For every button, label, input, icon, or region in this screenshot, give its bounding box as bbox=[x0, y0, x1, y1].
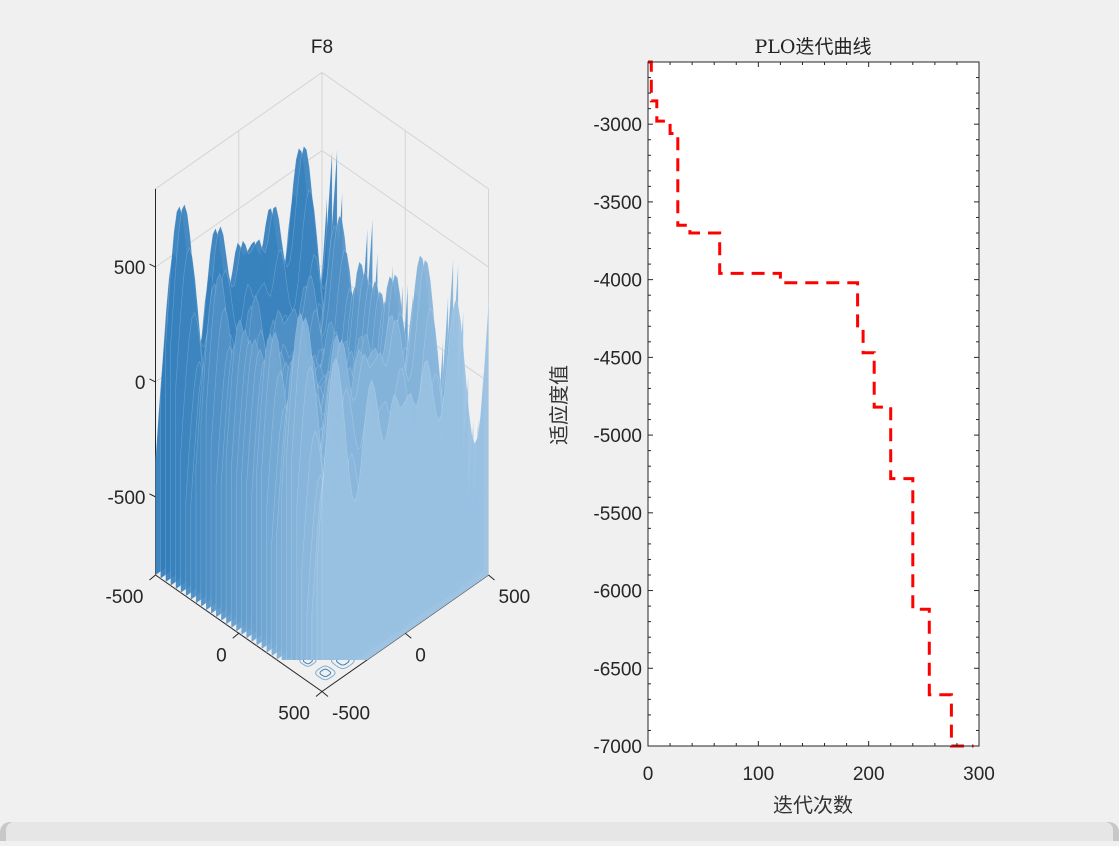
z-tick-mark bbox=[149, 493, 156, 498]
x-tick-label: 300 bbox=[963, 764, 995, 785]
x-tick-mark bbox=[315, 691, 323, 697]
surface-title: F8 bbox=[311, 37, 333, 58]
x-tick-label: -500 bbox=[105, 587, 143, 608]
y-tick-mark bbox=[488, 574, 495, 581]
x-axis-label: 迭代次数 bbox=[773, 793, 853, 817]
x-tick-label: 0 bbox=[643, 764, 654, 785]
y-axis-label: 适应度值 bbox=[547, 365, 571, 445]
x-tick-label: 100 bbox=[742, 764, 774, 785]
x-tick-label: 200 bbox=[853, 764, 885, 785]
grid-line bbox=[321, 150, 489, 268]
surface-axes: 500 0 -500 -500 0 500 -500 0 500 F8 bbox=[105, 37, 530, 725]
y-tick-label: -500 bbox=[332, 704, 370, 725]
z-tick-label: 500 bbox=[114, 258, 146, 279]
y-tick-label: -7000 bbox=[593, 737, 642, 758]
y-tick-label: -4500 bbox=[593, 348, 642, 369]
y-tick-mark bbox=[404, 632, 412, 639]
axis-ticks-3d: 500 0 -500 -500 0 500 -500 0 500 bbox=[105, 258, 530, 724]
y-tick-label: -5000 bbox=[593, 426, 642, 447]
contour-line bbox=[315, 665, 336, 681]
surface-ridge bbox=[321, 299, 489, 660]
x-tick-label: 500 bbox=[278, 704, 310, 725]
axes-frame: -3000 -3500 -4000 -4500 -5000 -5500 -6000 -6500… bbox=[593, 61, 995, 785]
y-tick-label: -5500 bbox=[593, 504, 642, 525]
contour-line bbox=[319, 668, 332, 678]
surface-plot bbox=[155, 145, 489, 660]
y-tick-mark bbox=[321, 691, 329, 697]
z-tick-label: 0 bbox=[135, 373, 146, 394]
y-tick-label: 0 bbox=[415, 645, 426, 666]
y-tick-label: 500 bbox=[499, 587, 531, 608]
y-tick-label: -3500 bbox=[593, 193, 642, 214]
y-tick-label: -4000 bbox=[593, 271, 642, 292]
convergence-title: PLO迭代曲线 bbox=[755, 36, 872, 58]
y-tick-label: -6000 bbox=[593, 582, 642, 603]
window-bottom-edge bbox=[0, 822, 1119, 841]
y-tick-label: -3000 bbox=[593, 115, 642, 136]
z-tick-label: -500 bbox=[107, 488, 145, 509]
plot-area bbox=[648, 62, 979, 746]
x-tick-mark bbox=[149, 574, 156, 581]
convergence-axes: -3000 -3500 -4000 -4500 -5000 -5500 -6000 -6500… bbox=[547, 36, 995, 817]
z-tick-mark bbox=[149, 378, 156, 383]
x-tick-label: 0 bbox=[216, 645, 227, 666]
x-tick-mark bbox=[232, 632, 240, 639]
z-tick-mark bbox=[149, 263, 156, 268]
y-tick-label: -6500 bbox=[593, 659, 642, 680]
